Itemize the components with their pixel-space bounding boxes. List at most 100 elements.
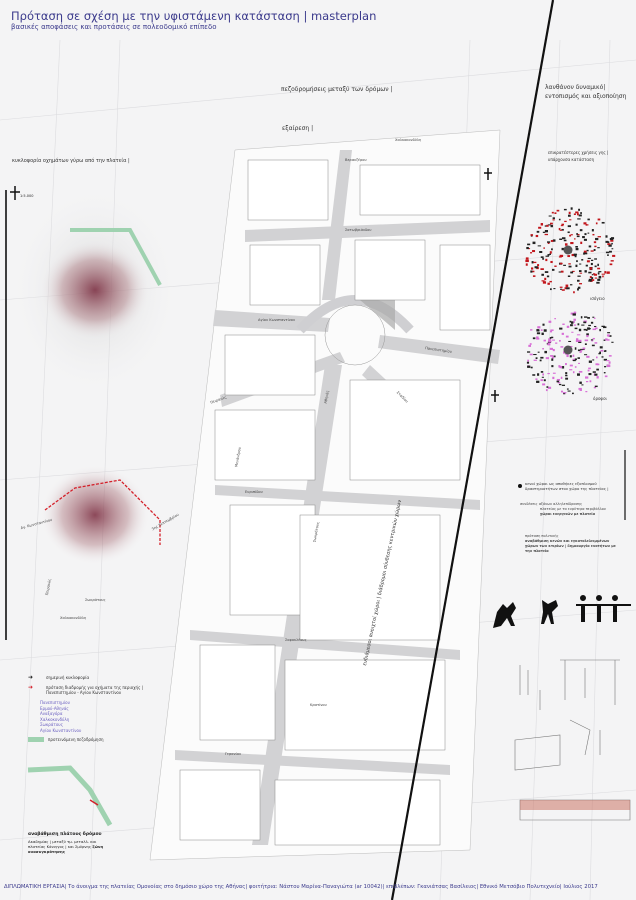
land-use-mark	[572, 371, 575, 374]
land-use-mark	[560, 270, 564, 273]
exception-label: εξαίρεση |	[282, 125, 314, 132]
land-use-mark	[573, 324, 577, 326]
land-use-mark	[548, 320, 552, 323]
land-use-mark	[526, 361, 530, 364]
land-use-mark	[542, 373, 545, 376]
land-use-mark	[595, 222, 598, 225]
land-use-mark	[575, 223, 578, 226]
land-use-mark	[575, 211, 579, 214]
land-use-mark	[577, 362, 580, 364]
land-use-mark	[542, 281, 547, 284]
land-use-mark	[572, 321, 575, 323]
land-use-mark	[587, 327, 590, 330]
land-use-mark	[608, 355, 612, 357]
land-use-mark	[565, 363, 567, 366]
land-use-mark	[543, 247, 545, 249]
land-use-mark	[599, 346, 603, 349]
land-use-mark	[591, 344, 595, 347]
land-use-mark	[558, 227, 561, 231]
land-use-mark	[554, 212, 557, 215]
land-use-mark	[577, 288, 579, 291]
land-use-mark	[561, 247, 565, 251]
land-use-mark	[587, 257, 591, 260]
land-use-mark	[552, 219, 555, 221]
land-use-mark	[553, 355, 556, 358]
inset-text: Ακαδημίας | μεταξύ τμ. μεταλλ. και πλατε…	[28, 839, 113, 854]
land-use-mark	[544, 350, 548, 354]
land-use-mark	[609, 263, 613, 266]
green-path	[70, 228, 162, 286]
land-use-mark	[584, 316, 588, 318]
land-use-mark	[594, 327, 598, 330]
land-use-mark	[594, 373, 598, 376]
land-use-mark	[570, 345, 573, 348]
land-use-mark	[594, 245, 597, 248]
land-use-mark	[537, 373, 540, 376]
street-label: Σωκράτους	[85, 598, 106, 602]
land-use-mark	[606, 360, 610, 362]
land-use-mark	[540, 223, 544, 226]
land-use-mark	[529, 343, 532, 345]
land-use-mark	[588, 360, 592, 363]
land-use-mark	[579, 263, 582, 265]
land-use-mark	[603, 372, 606, 374]
land-use-mark	[542, 231, 546, 233]
land-use-mark	[545, 389, 548, 392]
land-use-mark	[596, 356, 598, 359]
land-use-mark	[546, 224, 549, 227]
legend-label: σημερινή κυκλοφορία	[46, 675, 90, 680]
land-use-mark	[540, 329, 543, 331]
land-use-mark	[567, 214, 571, 217]
land-use-mark	[603, 350, 606, 352]
land-use-mark	[541, 273, 544, 276]
land-use-mark	[548, 340, 552, 343]
land-use-mark	[539, 359, 542, 362]
land-use-mark	[563, 264, 566, 266]
land-use-mark	[576, 373, 580, 376]
land-use-mark	[591, 274, 594, 276]
land-use-mark	[580, 349, 583, 352]
land-use-mark	[561, 384, 566, 386]
street-panepistimiou	[378, 335, 500, 364]
land-use-mark	[551, 356, 555, 359]
land-use-mark	[577, 218, 581, 220]
land-use-mark	[596, 368, 599, 371]
land-use-mark	[540, 371, 544, 373]
street-label: Βερανζέρου	[345, 158, 367, 162]
land-use-mark	[551, 268, 555, 271]
land-use-mark	[576, 233, 578, 235]
legend-label: προτεινόμενη πεζοδρόμηση	[48, 737, 104, 742]
land-use-mark	[549, 347, 553, 350]
land-use-mark	[561, 223, 564, 226]
land-use-mark	[597, 278, 601, 281]
land-use-mark	[604, 271, 607, 274]
street-label: Χαλκοκονδύλη	[60, 616, 87, 620]
red-arrow-icon: ➜	[28, 684, 34, 691]
land-use-mark	[575, 246, 578, 248]
land-use-mark	[593, 249, 596, 252]
land-use-mark	[571, 253, 576, 257]
land-use-mark	[548, 215, 552, 217]
land-use-mark	[542, 323, 545, 326]
land-use-mark	[525, 259, 529, 263]
land-use-mark	[525, 257, 529, 260]
land-use-mark	[575, 339, 579, 343]
land-use-mark	[552, 376, 555, 380]
street-label: Αγίου Κωνσταντίνου	[258, 318, 296, 322]
pedestrian-label: πεζοδρομήσεις μεταξύ των δρόμων |	[281, 86, 393, 93]
land-use-mark	[538, 226, 542, 229]
land-use-mark	[549, 330, 553, 333]
land-use-mark	[592, 359, 595, 361]
land-use-mark	[572, 354, 575, 357]
land-use-mark	[582, 347, 586, 350]
land-use-mark	[583, 250, 587, 253]
land-use-mark	[525, 263, 528, 266]
land-use-mark	[578, 370, 583, 373]
land-use-mark	[608, 244, 612, 247]
land-use-mark	[586, 335, 589, 338]
land-use-mark	[544, 271, 549, 273]
land-use-mark	[532, 374, 536, 376]
land-use-mark	[554, 318, 556, 320]
land-use-mark	[530, 270, 533, 273]
land-use-mark	[585, 264, 588, 267]
